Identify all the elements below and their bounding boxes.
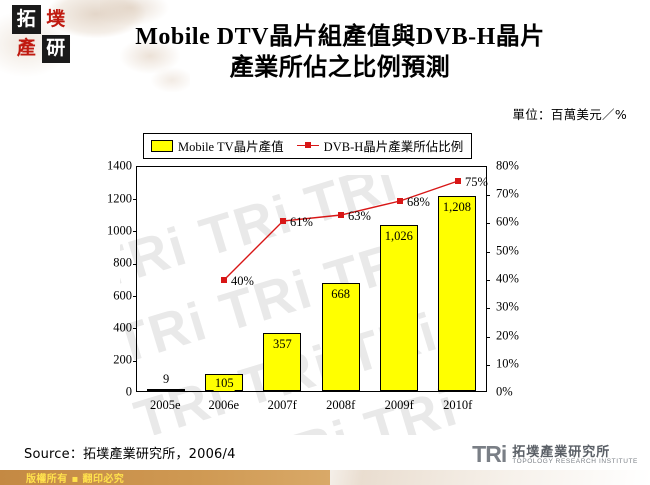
axis-tick — [486, 223, 490, 224]
tri-wordmark: TRi — [472, 441, 507, 468]
bar-2010f[interactable]: 1,208 — [437, 196, 476, 391]
line-value-label: 63% — [348, 209, 371, 223]
unit-note: 單位：百萬美元／% — [512, 107, 627, 122]
bar-2009f[interactable]: 1,026 — [379, 225, 418, 391]
axis-tick — [133, 296, 137, 297]
legend-line-label: DVB-H晶片產業所佔比例 — [323, 140, 464, 154]
x-tick-label: 2006e — [208, 398, 240, 412]
legend-item-bar[interactable]: Mobile TV晶片產值 — [151, 136, 284, 155]
y2-tick-label: 80% — [496, 158, 519, 173]
y-tick-label: 1200 — [107, 191, 132, 206]
y-tick-label: 1400 — [107, 158, 132, 173]
line-point-2010f[interactable] — [455, 178, 461, 184]
x-tick-label: 2008f — [326, 398, 356, 412]
copyright-bar: 版權所有 ▪ 翻印必究 — [0, 470, 330, 485]
footer-decoration — [300, 470, 650, 485]
y2-tick-label: 50% — [496, 243, 519, 258]
bar-value-label: 105 — [213, 376, 235, 391]
company-seal-logo: 拓 墣 產 研 — [12, 5, 70, 63]
y-tick-label: 600 — [113, 288, 132, 303]
x-tick-label: 2005e — [149, 398, 181, 412]
bar-2006e[interactable]: 105 — [205, 374, 244, 391]
axis-tick — [486, 280, 490, 281]
tri-name-en: TOPOLOGY RESEARCH INSTITUTE — [512, 458, 638, 466]
x-tick-label: 2007f — [267, 398, 297, 412]
axis-tick — [486, 337, 490, 338]
bar-slot: 357 — [253, 167, 311, 391]
bar-value-label: 1,026 — [383, 229, 414, 244]
bar-value-label: 668 — [330, 287, 351, 302]
seal-char-3: 產 — [16, 37, 36, 60]
axis-tick — [133, 199, 137, 200]
line-value-label: 68% — [407, 195, 430, 209]
y-axis-right: 80% 70% 60% 50% 40% 30% 20% 10% 0% — [496, 158, 548, 399]
line-series — [221, 178, 461, 283]
x-tick-label: 2009f — [384, 398, 414, 412]
bar-slot: 668 — [312, 167, 370, 391]
bar-value-label: 357 — [272, 337, 293, 352]
legend-bar-label: Mobile TV晶片產值 — [178, 140, 284, 154]
x-tick-label: 2010f — [443, 398, 473, 412]
x-axis: 2005e 2006e 2007f 2008f 2009f 2010f — [136, 398, 487, 413]
legend-bar-swatch-icon — [151, 139, 173, 152]
y2-tick-label: 10% — [496, 356, 519, 371]
y-tick-label: 0 — [125, 384, 132, 399]
bar-slot: 9 — [137, 167, 195, 391]
chart-legend: Mobile TV晶片產值 DVB-H晶片產業所佔比例 — [143, 133, 473, 159]
y-axis-left: 1400 1200 1000 800 600 400 200 0 — [86, 158, 132, 399]
y2-tick-label: 0% — [496, 384, 513, 399]
y-tick-label: 1000 — [107, 223, 132, 238]
axis-tick — [486, 195, 490, 196]
y2-tick-label: 30% — [496, 299, 519, 314]
line-value-label: 40% — [231, 274, 254, 288]
seal-char-4: 研 — [41, 34, 70, 63]
source-note: Source：拓墣產業研究所，2006/4 — [24, 447, 236, 462]
y2-tick-label: 40% — [496, 271, 519, 286]
bar-value-label: 1,208 — [441, 200, 472, 215]
bar-slot: 105 — [195, 167, 253, 391]
line-point-2009f[interactable] — [397, 198, 403, 204]
copyright-text: 版權所有 ▪ 翻印必究 — [26, 474, 125, 485]
title-line-2: 產業所佔之比例預測 — [229, 55, 451, 82]
y-tick-label: 800 — [113, 255, 132, 270]
y-tick-label: 200 — [113, 352, 132, 367]
legend-item-line[interactable]: DVB-H晶片產業所佔比例 — [296, 136, 464, 155]
plot-area: 9 105 357 668 — [133, 166, 490, 392]
axis-tick — [486, 365, 490, 366]
axis-tick — [486, 308, 490, 309]
line-point-2006e[interactable] — [221, 277, 227, 283]
axis-tick — [133, 361, 137, 362]
bar-slot: 1,026 — [370, 167, 428, 391]
title-line-1: Mobile DTV晶片組產值與DVB-H晶片 — [135, 24, 545, 50]
bar-series: 9 105 357 668 — [137, 167, 486, 391]
y2-tick-label: 20% — [496, 328, 519, 343]
bar-value-label: 9 — [162, 372, 170, 386]
line-point-2008f[interactable] — [338, 212, 344, 218]
axis-tick — [133, 328, 137, 329]
axis-tick — [486, 252, 490, 253]
line-value-label: 75% — [465, 175, 488, 189]
y2-tick-label: 70% — [496, 186, 519, 201]
tri-logo-text: 拓墣產業研究所 TOPOLOGY RESEARCH INSTITUTE — [512, 444, 638, 466]
axis-tick — [133, 264, 137, 265]
bar-2008f[interactable]: 668 — [321, 283, 360, 391]
legend-line-marker-icon — [296, 141, 319, 151]
line-point-2007f[interactable] — [280, 218, 286, 224]
bar-2007f[interactable]: 357 — [263, 333, 302, 391]
bar-2005e[interactable]: 9 — [147, 372, 186, 391]
tri-name-cn: 拓墣產業研究所 — [512, 444, 611, 460]
axis-tick — [133, 231, 137, 232]
tri-institute-logo: TRi 拓墣產業研究所 TOPOLOGY RESEARCH INSTITUTE — [472, 441, 638, 468]
y2-tick-label: 60% — [496, 214, 519, 229]
seal-char-2: 墣 — [46, 7, 66, 30]
seal-char-1: 拓 — [12, 5, 41, 34]
y-tick-label: 400 — [113, 320, 132, 335]
bar-slot: 1,208 — [428, 167, 486, 391]
page-title: Mobile DTV晶片組產值與DVB-H晶片 產業所佔之比例預測 — [90, 22, 590, 84]
line-value-label: 61% — [290, 215, 313, 229]
